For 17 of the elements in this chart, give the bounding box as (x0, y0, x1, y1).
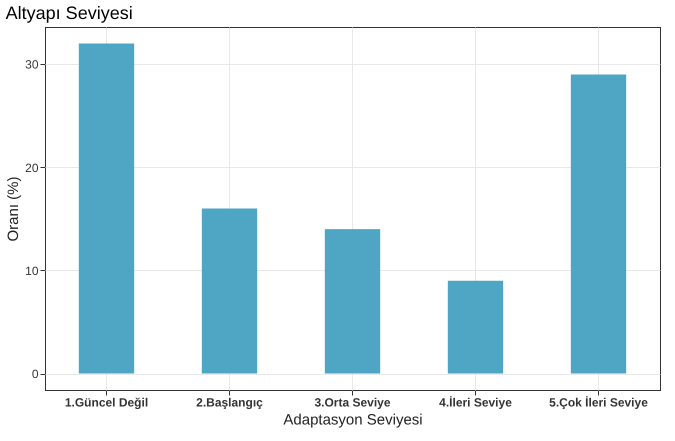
chart-title: Altyapı Seviyesi (6, 3, 133, 23)
y-tick-label: 20 (25, 160, 39, 175)
y-tick-label: 10 (25, 264, 39, 278)
x-tick-label: 1.Güncel Değil (64, 396, 148, 410)
y-tick-label: 0 (32, 367, 39, 381)
x-tick-label: 2.Başlangıç (196, 396, 264, 410)
x-axis-title: Adaptasyon Seviyesi (283, 412, 423, 428)
x-tick-label: 3.Orta Seviye (314, 396, 391, 410)
bar (448, 280, 504, 374)
bar (78, 44, 134, 374)
bar (570, 74, 626, 374)
bar (324, 229, 380, 374)
x-tick-label: 5.Çok İleri Seviye (549, 396, 648, 410)
x-tick-label: 4.İleri Seviye (439, 396, 512, 410)
y-axis-title: Oranı (%) (5, 176, 22, 242)
bar (202, 208, 258, 374)
y-tick-label: 30 (25, 58, 39, 72)
